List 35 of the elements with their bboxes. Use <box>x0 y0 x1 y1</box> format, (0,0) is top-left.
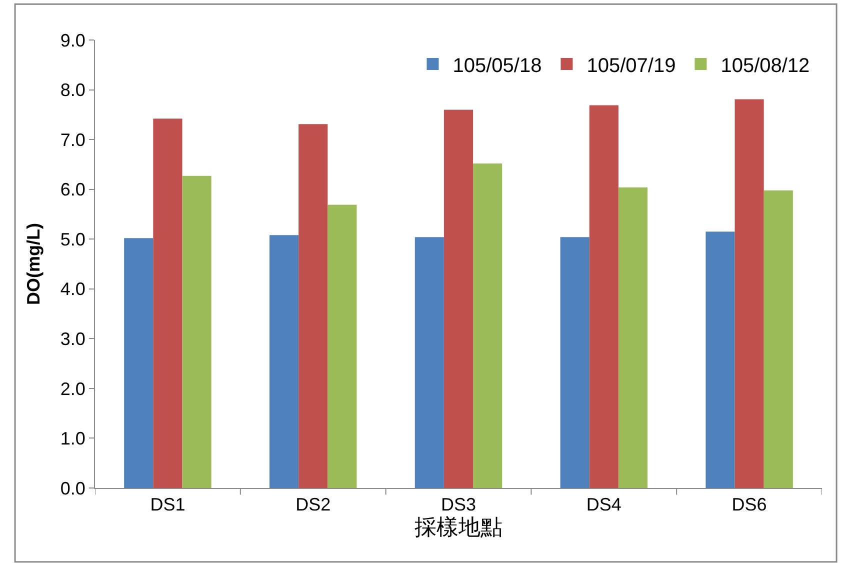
bar <box>589 105 618 488</box>
bar <box>560 237 590 488</box>
bar <box>734 99 764 488</box>
y-tick-label: 5.0 <box>60 229 86 250</box>
y-tick-label: 6.0 <box>60 180 86 200</box>
x-tick-label: DS4 <box>586 494 622 515</box>
bar <box>706 232 735 488</box>
y-tick-label: 1.0 <box>60 428 86 449</box>
bar <box>298 124 328 488</box>
x-tick-label: DS3 <box>440 494 476 515</box>
bar <box>153 118 182 488</box>
x-axis-title: 採樣地點 <box>414 514 502 540</box>
legend-label: 105/05/18 <box>452 54 542 77</box>
bar <box>764 190 793 488</box>
bar <box>182 176 212 488</box>
bar <box>444 110 474 488</box>
y-tick-label: 7.0 <box>60 130 86 150</box>
bar <box>414 237 444 488</box>
x-tick-label: DS6 <box>732 494 767 515</box>
x-tick-label: DS1 <box>150 494 186 515</box>
y-tick-label: 0.0 <box>60 478 86 498</box>
bar <box>473 163 502 488</box>
y-tick-label: 2.0 <box>60 378 86 399</box>
y-axis-title: DO(mg/L) <box>24 223 44 305</box>
legend-label: 105/08/12 <box>720 54 810 77</box>
bar <box>124 238 154 488</box>
y-tick-label: 8.0 <box>60 80 86 100</box>
bar <box>618 187 648 488</box>
y-tick-label: 9.0 <box>60 30 86 50</box>
legend-label: 105/07/19 <box>586 54 676 77</box>
bar <box>328 204 357 488</box>
y-tick-label: 3.0 <box>60 328 86 349</box>
bar <box>269 235 299 488</box>
x-tick-label: DS2 <box>296 494 331 515</box>
y-tick-label: 4.0 <box>60 279 86 300</box>
